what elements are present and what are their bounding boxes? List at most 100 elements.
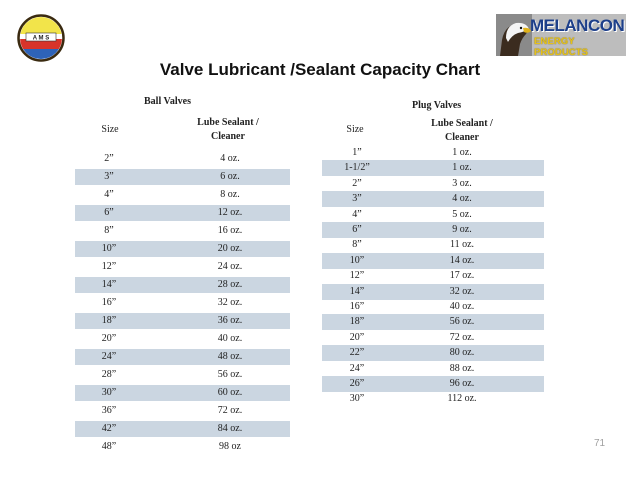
size-cell: 1” (352, 147, 362, 158)
table-row: 26” 96 oz. (322, 376, 544, 392)
table-row: 24” 48 oz. (75, 349, 290, 365)
amount-cell: 36 oz. (217, 315, 243, 326)
amount-cell: 16 oz. (217, 225, 243, 236)
table-row: 6” 12 oz. (75, 205, 290, 221)
table-row: 28” 56 oz. (75, 367, 290, 383)
amount-cell: 28 oz. (217, 279, 243, 290)
ball-valves-size-header: Size (101, 124, 119, 135)
amount-cell: 17 oz. (449, 270, 475, 282)
table-row: 22” 80 oz. (322, 345, 544, 362)
size-cell: 24” (349, 362, 365, 374)
amount-cell: 1 oz. (452, 147, 472, 158)
size-cell: 18” (101, 315, 117, 326)
size-cell: 4” (352, 208, 362, 220)
table-row: 1” 1 oz. (322, 145, 544, 161)
table-row: 12” 17 oz. (322, 268, 544, 284)
table-row: 36” 72 oz. (75, 403, 290, 419)
ball-valves-heading: Ball Valves (144, 96, 191, 107)
table-row: 10” 14 oz. (322, 252, 544, 269)
size-cell: 12” (349, 270, 365, 282)
amount-cell: 84 oz. (217, 423, 243, 434)
size-cell: 30” (101, 387, 117, 398)
ball-valves-lube-header: Lube Sealant / Cleaner (178, 116, 278, 144)
size-cell: 48” (101, 441, 117, 452)
size-cell: 2” (104, 153, 114, 164)
amount-cell: 40 oz. (217, 333, 243, 344)
amount-cell: 1 oz. (452, 162, 472, 174)
table-row: 30” 60 oz. (75, 385, 290, 401)
amount-cell: 24 oz. (217, 261, 243, 272)
logo-word-melancon: MELANCON (530, 16, 625, 35)
amount-cell: 72 oz. (217, 405, 243, 416)
table-row: 16” 32 oz. (75, 295, 290, 311)
amount-cell: 98 oz (219, 441, 241, 452)
amount-cell: 12 oz. (217, 207, 243, 218)
plug-valves-lube-header: Lube Sealant / Cleaner (412, 117, 512, 145)
table-row: 8” 11 oz. (322, 237, 544, 253)
table-row: 30” 112 oz. (322, 391, 544, 407)
table-row: 24” 88 oz. (322, 361, 544, 377)
size-cell: 20” (101, 333, 117, 344)
plug-valves-lube-header-line2: Cleaner (445, 132, 479, 143)
table-row: 20” 72 oz. (322, 330, 544, 346)
size-cell: 42” (101, 423, 117, 434)
size-cell: 3” (104, 171, 114, 182)
amount-cell: 60 oz. (217, 387, 243, 398)
company-logo-left: A M S (17, 14, 65, 62)
size-cell: 16” (349, 301, 365, 312)
amount-cell: 72 oz. (449, 331, 475, 343)
amount-cell: 40 oz. (449, 301, 475, 312)
ball-valves-lube-header-line2: Cleaner (211, 131, 245, 142)
size-cell: 26” (349, 378, 365, 389)
size-cell: 14” (349, 285, 365, 297)
plug-valves-heading: Plug Valves (412, 100, 462, 111)
plug-valves-lube-header-line1: Lube Sealant / (431, 118, 493, 129)
size-cell: 1-1/2” (344, 162, 370, 174)
table-row: 48” 98 oz (75, 439, 290, 455)
logo-left-text: A M S (33, 36, 49, 42)
size-cell: 12” (101, 261, 117, 272)
amount-cell: 5 oz. (452, 208, 472, 220)
amount-cell: 56 oz. (449, 316, 475, 328)
amount-cell: 3 oz. (452, 177, 472, 189)
table-row: 42” 84 oz. (75, 421, 290, 437)
page-number: 71 (594, 438, 606, 449)
amount-cell: 32 oz. (217, 297, 243, 308)
amount-cell: 6 oz. (220, 171, 240, 182)
size-cell: 18” (349, 316, 365, 328)
table-row: 14” 32 oz. (322, 283, 544, 300)
table-row: 10” 20 oz. (75, 241, 290, 257)
size-cell: 8” (104, 225, 114, 236)
amount-cell: 11 oz. (449, 239, 475, 251)
size-cell: 10” (349, 254, 365, 266)
size-cell: 20” (349, 331, 365, 343)
size-cell: 3” (352, 193, 362, 205)
table-row: 4” 8 oz. (75, 187, 290, 203)
company-logo-right: MELANCON ENERGY PRODUCTS (496, 14, 626, 56)
table-row: 4” 5 oz. (322, 207, 544, 223)
amount-cell: 80 oz. (449, 347, 475, 359)
table-row: 18” 56 oz. (322, 314, 544, 331)
size-cell: 6” (104, 207, 114, 218)
size-cell: 24” (101, 351, 117, 362)
ams-logo-icon: A M S (17, 14, 65, 62)
plug-valves-size-header: Size (346, 124, 364, 135)
page-title: Valve Lubricant /Sealant Capacity Chart (159, 60, 481, 79)
amount-cell: 112 oz. (447, 393, 477, 405)
amount-cell: 48 oz. (217, 351, 243, 362)
size-cell: 14” (101, 279, 117, 290)
amount-cell: 20 oz. (217, 243, 243, 254)
size-cell: 6” (352, 224, 362, 235)
size-cell: 28” (101, 369, 117, 380)
amount-cell: 96 oz. (449, 378, 475, 389)
table-row: 1-1/2” 1 oz. (322, 160, 544, 177)
table-row: 2” 4 oz. (75, 151, 290, 167)
size-cell: 2” (352, 177, 362, 189)
size-cell: 30” (349, 393, 365, 405)
table-row: 3” 6 oz. (75, 169, 290, 185)
amount-cell: 14 oz. (449, 254, 475, 266)
size-cell: 10” (101, 243, 117, 254)
amount-cell: 4 oz. (220, 153, 240, 164)
size-cell: 16” (101, 297, 117, 308)
size-cell: 4” (104, 189, 114, 200)
